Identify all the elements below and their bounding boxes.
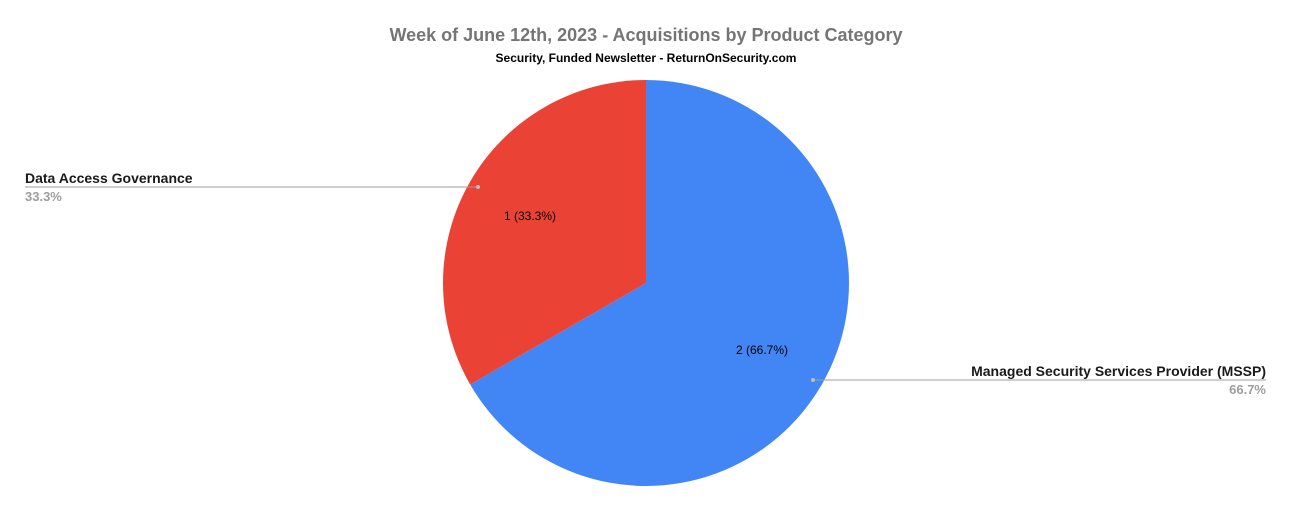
- pie-slice-data-access-governance: [443, 80, 646, 385]
- chart-subtitle: Security, Funded Newsletter - ReturnOnSe…: [496, 51, 797, 65]
- slice-label-managed-security-services-provider-mssp: 2 (66.7%): [736, 343, 788, 357]
- pie-slice-managed-security-services-provider-mssp: [470, 80, 850, 486]
- callout-dot-mssp: [811, 378, 815, 382]
- legend-percent-mssp: 66.7%: [1229, 382, 1266, 397]
- legend-name-data-access-governance: Data Access Governance: [25, 170, 193, 186]
- legend-percent-data-access-governance: 33.3%: [25, 189, 62, 204]
- chart-title: Week of June 12th, 2023 - Acquisitions b…: [389, 25, 902, 45]
- pie-slices: [443, 80, 850, 486]
- callout-dot-data-access-governance: [476, 185, 480, 189]
- legend-name-mssp: Managed Security Services Provider (MSSP…: [971, 363, 1266, 379]
- legend-callouts: Data Access Governance 33.3% Managed Sec…: [25, 170, 1266, 397]
- slice-labels: 2 (66.7%) 1 (33.3%): [504, 209, 788, 357]
- slice-label-data-access-governance: 1 (33.3%): [504, 209, 556, 223]
